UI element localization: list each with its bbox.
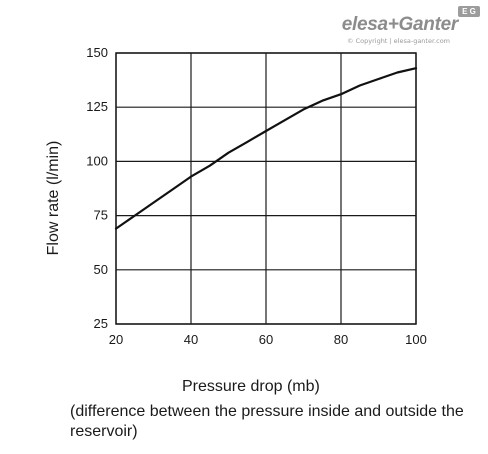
x-tick-label: 40 [184,332,198,347]
y-tick-label: 75 [94,208,108,223]
x-tick-label: 60 [259,332,273,347]
x-tick-label: 20 [109,332,123,347]
plot-frame [115,52,417,325]
y-tick-label: 25 [94,316,108,331]
y-tick-label: 150 [86,45,108,60]
x-axis-note: (difference between the pressure inside … [70,403,464,440]
y-tick-label: 50 [94,262,108,277]
x-tick-label: 80 [334,332,348,347]
y-axis-label: Flow rate (l/min) [45,140,62,256]
y-tick-label: 125 [86,99,108,114]
logo-badge: E G [458,6,480,17]
brand-logo: elesa+Ganter E G © Copyright | elesa-gan… [278,4,480,48]
logo-copyright: © Copyright | elesa-ganter.com [347,37,450,45]
series-line [114,67,418,230]
logo-brand-name: elesa+Ganter [341,14,459,35]
y-tick-label: 100 [86,153,108,168]
x-tick-label: 100 [405,332,427,347]
x-axis-label: Pressure drop (mb) [182,378,320,395]
